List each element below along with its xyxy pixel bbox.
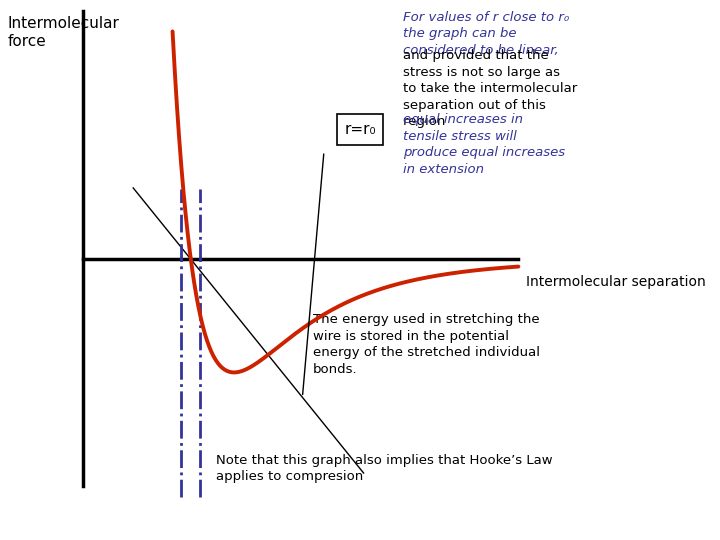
Text: Intermolecular separation: Intermolecular separation	[526, 275, 706, 289]
Text: For values of r close to r₀
the graph can be
considered to be linear,: For values of r close to r₀ the graph ca…	[403, 11, 570, 57]
Text: r=r₀: r=r₀	[344, 122, 376, 137]
Text: and provided that the
stress is not so large as
to take the intermolecular
separ: and provided that the stress is not so l…	[403, 49, 577, 129]
Text: Note that this graph also implies that Hooke’s Law
applies to compresion: Note that this graph also implies that H…	[216, 454, 553, 483]
Text: The energy used in stretching the
wire is stored in the potential
energy of the : The energy used in stretching the wire i…	[313, 313, 540, 376]
Text: Intermolecular
force: Intermolecular force	[7, 16, 119, 49]
Text: equal increases in
tensile stress will
produce equal increases
in extension: equal increases in tensile stress will p…	[403, 113, 565, 176]
